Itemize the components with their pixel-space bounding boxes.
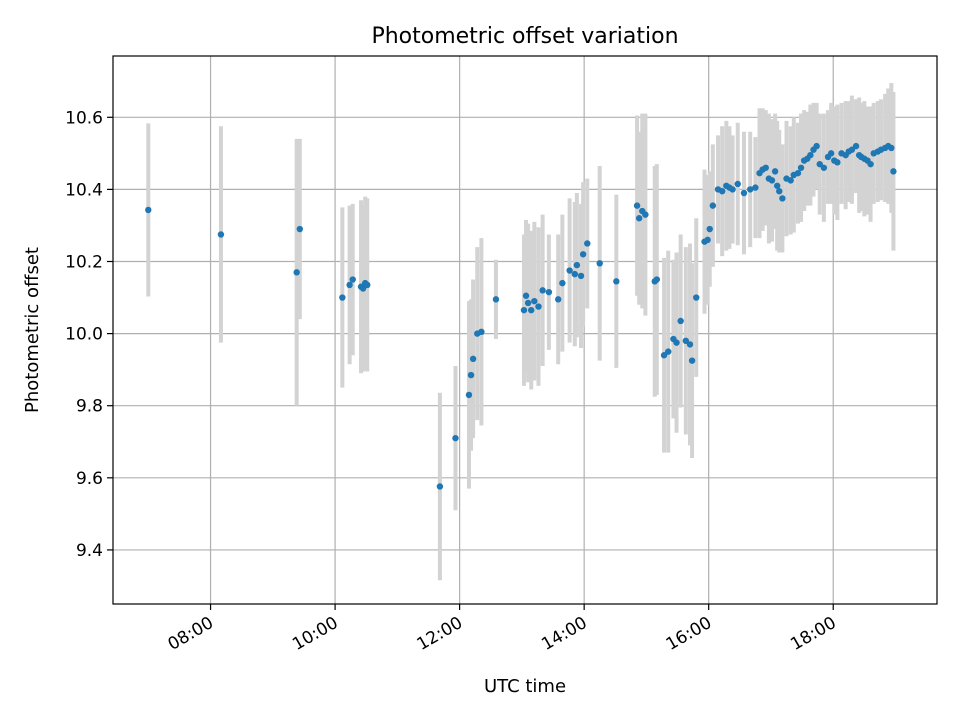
data-point bbox=[555, 296, 562, 303]
data-point bbox=[827, 150, 835, 157]
data-point bbox=[492, 296, 500, 303]
data-point bbox=[520, 306, 528, 314]
y-tick-label: 10.4 bbox=[65, 180, 103, 200]
data-point bbox=[522, 292, 530, 299]
data-point bbox=[704, 236, 711, 244]
data-point bbox=[653, 276, 660, 283]
data-point bbox=[746, 186, 754, 193]
data-point bbox=[762, 164, 769, 171]
data-point bbox=[813, 142, 820, 150]
data-point bbox=[535, 303, 542, 310]
y-axis-label: Photometric offset bbox=[22, 247, 43, 413]
data-point bbox=[729, 186, 736, 193]
y-tick-label: 9.8 bbox=[76, 397, 103, 417]
data-point bbox=[436, 483, 444, 490]
data-point bbox=[693, 294, 700, 301]
data-point bbox=[718, 187, 726, 195]
y-tick-label: 10.6 bbox=[65, 108, 103, 128]
data-point bbox=[779, 195, 786, 202]
data-points bbox=[145, 142, 897, 490]
data-point bbox=[349, 276, 356, 283]
data-point bbox=[531, 297, 538, 305]
data-point bbox=[867, 160, 874, 168]
data-point bbox=[571, 270, 579, 278]
x-tick-label: 10:00 bbox=[289, 613, 341, 655]
data-point bbox=[528, 306, 535, 314]
x-tick-label: 12:00 bbox=[414, 613, 466, 655]
data-point bbox=[665, 348, 672, 355]
data-point bbox=[848, 146, 856, 153]
data-point bbox=[469, 355, 477, 363]
data-point bbox=[296, 225, 304, 233]
data-point bbox=[787, 177, 794, 184]
data-point bbox=[539, 287, 546, 294]
data-point bbox=[688, 357, 696, 364]
data-point bbox=[577, 272, 585, 280]
data-point bbox=[709, 202, 717, 209]
data-point bbox=[545, 288, 553, 296]
data-point bbox=[293, 269, 300, 276]
data-point bbox=[677, 317, 684, 325]
data-point bbox=[642, 211, 649, 218]
data-point bbox=[706, 225, 713, 233]
data-point bbox=[465, 391, 473, 399]
y-axis-ticks: 9.4 9.6 9.8 10.0 10.2 10.4 10.6 bbox=[65, 108, 113, 561]
data-point bbox=[584, 240, 591, 247]
y-tick-label: 10.2 bbox=[65, 253, 103, 273]
data-point bbox=[364, 281, 371, 289]
data-point bbox=[346, 281, 353, 289]
data-point bbox=[566, 267, 573, 274]
data-point bbox=[596, 260, 603, 267]
data-point bbox=[686, 341, 694, 348]
x-tick-label: 14:00 bbox=[538, 613, 590, 655]
data-point bbox=[635, 215, 643, 222]
data-point bbox=[807, 151, 814, 159]
data-point bbox=[145, 206, 152, 214]
plot-frame bbox=[112, 55, 938, 605]
data-point bbox=[633, 202, 641, 209]
x-tick-label: 08:00 bbox=[165, 613, 217, 655]
data-point bbox=[559, 279, 566, 287]
data-point bbox=[834, 159, 841, 166]
data-point bbox=[740, 189, 748, 197]
data-point bbox=[820, 164, 828, 171]
data-point bbox=[359, 285, 367, 292]
x-tick-label: 16:00 bbox=[663, 613, 715, 655]
data-point bbox=[339, 294, 346, 301]
error-bars bbox=[146, 83, 896, 581]
data-point bbox=[217, 231, 225, 238]
y-tick-label: 9.4 bbox=[76, 541, 103, 561]
data-point bbox=[613, 278, 620, 285]
data-point bbox=[771, 168, 779, 175]
data-point bbox=[660, 352, 668, 359]
data-point bbox=[682, 337, 690, 345]
x-axis-label: UTC time bbox=[484, 676, 566, 697]
data-point bbox=[573, 261, 581, 269]
data-point bbox=[816, 160, 823, 168]
y-tick-label: 10.0 bbox=[65, 325, 103, 345]
data-point bbox=[579, 251, 587, 258]
data-point bbox=[768, 177, 776, 184]
data-point bbox=[890, 168, 897, 175]
data-point bbox=[452, 434, 459, 442]
data-point bbox=[467, 371, 475, 379]
data-point bbox=[773, 182, 781, 189]
data-point bbox=[852, 142, 860, 150]
data-point bbox=[888, 144, 895, 152]
x-tick-label: 18:00 bbox=[787, 613, 839, 655]
data-point bbox=[797, 164, 805, 171]
x-axis-ticks: 08:00 10:00 12:00 14:00 16:00 18:00 bbox=[165, 604, 840, 655]
data-point bbox=[478, 328, 485, 336]
data-point bbox=[734, 180, 741, 188]
data-point bbox=[673, 339, 680, 346]
data-point bbox=[794, 169, 802, 177]
data-point bbox=[776, 187, 783, 195]
y-tick-label: 9.6 bbox=[76, 469, 103, 489]
chart-title: Photometric offset variation bbox=[371, 24, 678, 49]
data-point bbox=[524, 299, 532, 307]
data-point bbox=[752, 184, 759, 191]
